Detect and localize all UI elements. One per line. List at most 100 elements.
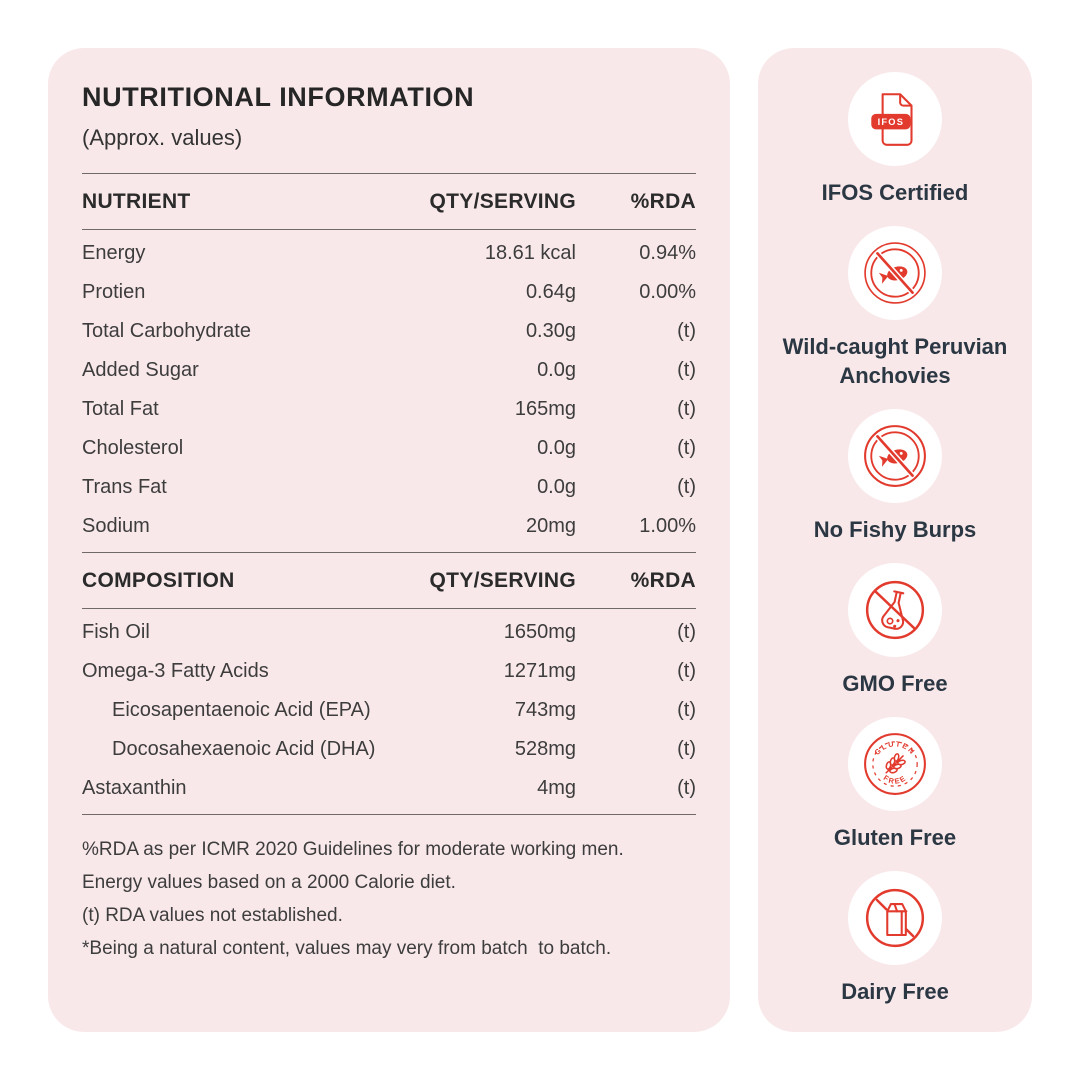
badge-circle [847,562,942,657]
badge-label: No Fishy Burps [813,517,977,542]
nutrient-row-name: Trans Fat [82,476,167,498]
badge-gluten-free: GLUTEN FREE Gluten Free [833,716,957,852]
badge-gmo-free: GMO Free [842,562,948,698]
nutrient-row-rda: 1.00% [639,515,696,537]
svg-text:IFOS: IFOS [878,117,905,127]
footnote-line: Energy values based on a 2000 Calorie di… [82,872,456,893]
composition-row-name: Omega-3 Fatty Acids [82,660,269,682]
nutrient-row-qty: 18.61 kcal [484,242,576,264]
composition-row-qty: 743mg [514,699,576,721]
composition-row-rda: (t) [677,699,696,721]
nutrient-row-rda: (t) [677,476,696,498]
composition-row-name: Eicosapentaenoic Acid (EPA) [112,699,371,721]
nutrient-row-qty: 0.0g [537,437,576,459]
badge-label: Wild-caught Peruvian Anchovies [782,333,1008,389]
nutrient-row-rda: (t) [677,359,696,381]
nutrient-row-qty: 0.64g [525,281,576,303]
panel-title: NUTRITIONAL INFORMATION [82,82,475,112]
badge-no-fishy-burps: No Fishy Burps [813,409,977,544]
nutrient-row: Cholesterol 0.0g (t) [82,429,696,468]
divider [82,552,696,553]
composition-row-rda: (t) [677,621,696,643]
nutrient-row-rda: 0.94% [639,242,696,264]
nutrient-row-name: Added Sugar [82,359,199,381]
panel-subtitle: (Approx. values) [82,125,243,150]
gluten-free-badge-icon: GLUTEN FREE [864,733,926,795]
composition-row-rda: (t) [677,738,696,760]
nutrition-panel: NUTRITIONAL INFORMATION (Approx. values)… [48,48,730,1032]
nutrient-table-header: NUTRIENT QTY/SERVING %RDA [82,174,696,229]
composition-row-name: Docosahexaenoic Acid (DHA) [112,738,376,760]
composition-table-header: COMPOSITION QTY/SERVING %RDA [82,553,696,608]
nutrient-row-qty: 20mg [525,515,576,537]
nutrient-row: Total Carbohydrate 0.30g (t) [82,312,696,351]
composition-row: Eicosapentaenoic Acid (EPA) 743mg (t) [82,691,696,730]
nutrient-row-rda: (t) [677,398,696,420]
composition-table-body: Fish Oil 1650mg (t) Omega-3 Fatty Acids 1271… [82,609,696,814]
nutrient-row: Sodium 20mg 1.00% [82,507,696,546]
nutrient-row-rda: 0.00% [639,281,696,303]
nutrient-row-qty: 0.0g [537,476,576,498]
nutrient-row: Protien 0.64g 0.00% [82,273,696,312]
composition-row-rda: (t) [677,777,696,799]
nutrient-row-rda: (t) [677,437,696,459]
qty-serving-header-label: QTY/SERVING [429,190,576,213]
composition-row-name: Astaxanthin [82,777,187,799]
divider [82,608,696,609]
badge-circle [847,409,942,503]
composition-row-name: Fish Oil [82,621,150,643]
nutrient-row-name: Protien [82,281,146,303]
nutrient-row-name: Total Fat [82,398,159,420]
qty-serving-header-label: QTY/SERVING [429,569,576,592]
badge-circle: GLUTEN FREE [848,716,942,811]
footnote-line: *Being a natural content, values may ver… [82,938,612,959]
composition-row-rda: (t) [677,660,696,682]
badge-circle [848,870,942,965]
nutrient-row: Added Sugar 0.0g (t) [82,351,696,390]
badge-circle: IFOS [848,72,942,166]
dairy-free-carton-icon [865,888,925,948]
nutrient-header-label: NUTRIENT [82,190,191,213]
composition-row: Docosahexaenoic Acid (DHA) 528mg (t) [82,730,696,769]
nutrient-row-qty: 0.30g [525,320,576,342]
gmo-free-flask-icon [865,580,925,640]
composition-row-qty: 1650mg [503,621,576,643]
nutrient-row: Trans Fat 0.0g (t) [82,468,696,507]
wild-caught-fish-icon [864,242,926,304]
badge-dairy-free: Dairy Free [841,870,949,1006]
badge-ifos-certified: IFOS IFOS Certified [821,72,969,207]
badge-circle [848,225,942,320]
badge-label: IFOS Certified [821,180,969,205]
nutrient-row-name: Total Carbohydrate [82,320,251,342]
badge-wild-caught: Wild-caught Peruvian Anchovies [773,225,1017,390]
composition-header-label: COMPOSITION [82,569,235,592]
composition-row: Astaxanthin 4mg (t) [82,769,696,808]
badge-label: GMO Free [842,670,948,696]
footnote-line: %RDA as per ICMR 2020 Guidelines for mod… [82,839,624,860]
nutrient-row-qty: 165mg [514,398,576,420]
composition-row: Fish Oil 1650mg (t) [82,613,696,652]
nutrient-row-name: Energy [82,242,146,264]
no-fishy-burps-icon [864,425,926,487]
composition-row: Omega-3 Fatty Acids 1271mg (t) [82,652,696,691]
divider [82,814,696,815]
composition-row-qty: 528mg [514,738,576,760]
rda-header-label: %RDA [630,190,696,213]
nutrient-table-body: Energy 18.61 kcal 0.94% Protien 0.64g 0.00% To… [82,230,696,552]
badges-panel: IFOS IFOS Certified Wild-caught Peruvian… [758,48,1032,1032]
badge-label: Gluten Free [833,824,957,850]
badge-label: Dairy Free [841,978,949,1004]
divider [82,173,696,174]
nutrient-row-name: Cholesterol [82,437,184,459]
nutrient-row: Total Fat 165mg (t) [82,390,696,429]
footnote-line: (t) RDA values not established. [82,905,343,926]
nutrient-row-rda: (t) [677,320,696,342]
ifos-certificate-icon: IFOS [871,93,913,146]
composition-row-qty: 1271mg [503,660,576,682]
composition-row-qty: 4mg [537,777,576,799]
nutrient-row: Energy 18.61 kcal 0.94% [82,234,696,273]
footnotes: %RDA as per ICMR 2020 Guidelines for mod… [82,839,696,960]
nutrient-row-name: Sodium [82,515,150,537]
nutrient-row-qty: 0.0g [537,359,576,381]
divider [82,229,696,230]
